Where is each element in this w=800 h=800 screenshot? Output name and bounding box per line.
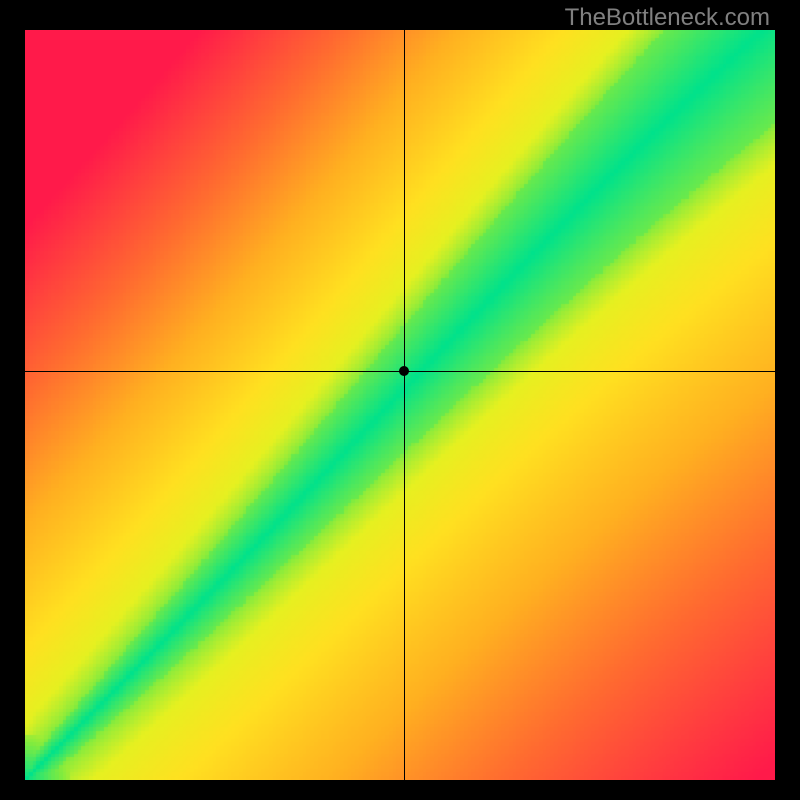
crosshair-vertical bbox=[404, 30, 405, 780]
heatmap-canvas bbox=[25, 30, 775, 780]
plot-area bbox=[25, 30, 775, 780]
chart-container: TheBottleneck.com bbox=[0, 0, 800, 800]
watermark-text: TheBottleneck.com bbox=[565, 4, 770, 32]
data-point-marker bbox=[399, 366, 409, 376]
